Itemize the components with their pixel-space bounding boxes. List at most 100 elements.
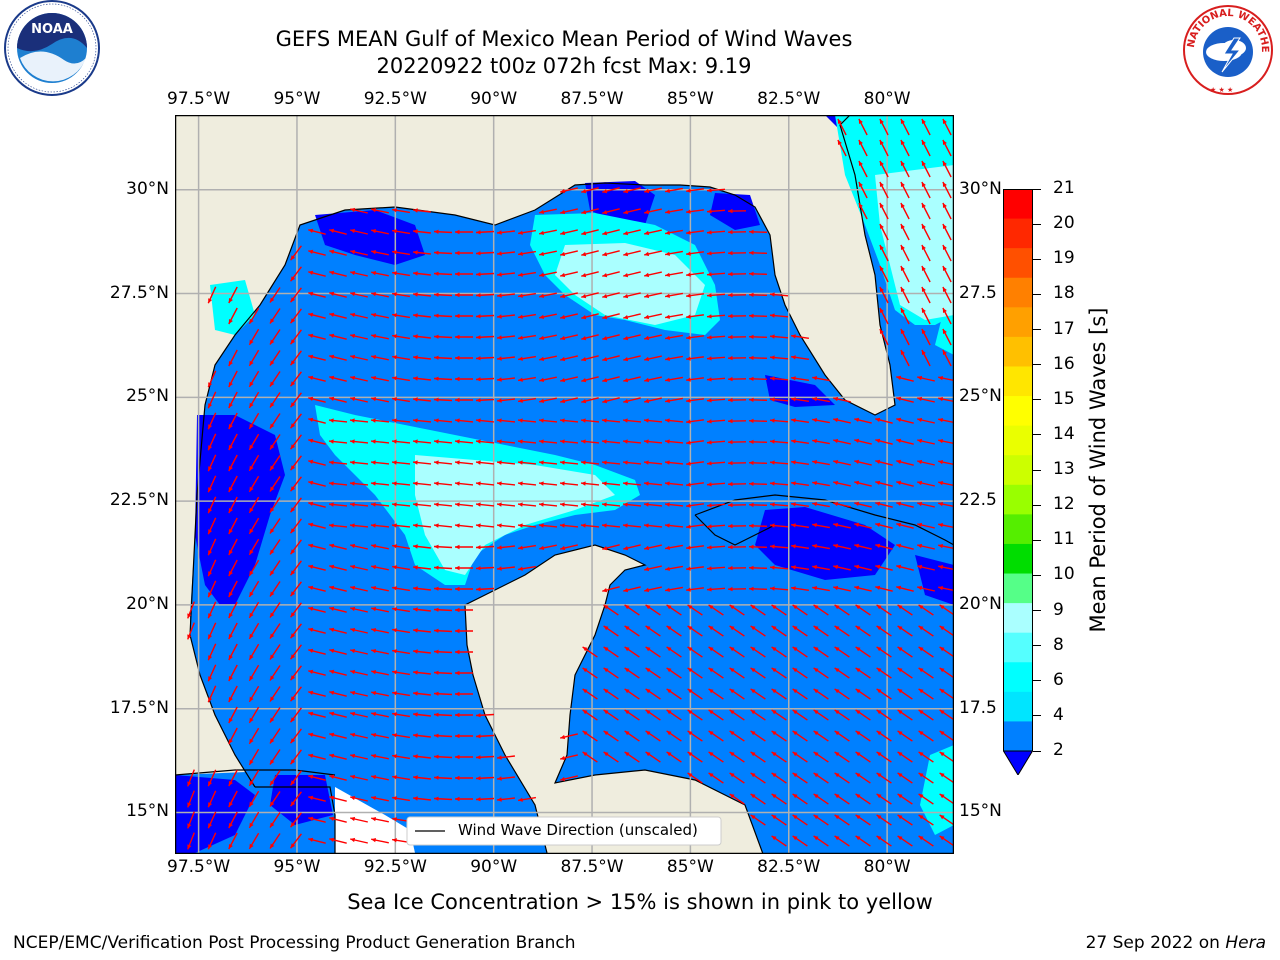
wave-arrow-head [729,625,735,631]
wave-arrow-head [392,712,397,717]
wave-arrow-head [855,814,861,820]
wave-arrow-head [329,606,335,611]
wave-arrow-head [560,314,566,320]
wave-arrow-head [350,228,356,234]
colorbar-tick-label: 10 [1053,564,1075,585]
wave-arrow-head [434,649,439,654]
wave-arrow-head [518,797,523,802]
wave-arrow-head [208,802,213,808]
wave-arrow-head [771,667,777,673]
wave-arrow-head [539,502,544,507]
wave-arrow-head [476,439,481,444]
wave-arrow-head [518,335,523,340]
wave-arrow-head [896,375,902,380]
wave-arrow-head [708,604,714,610]
wave-arrow-head [228,403,233,408]
wave-arrow-head [813,667,819,673]
wave-arrow-head [812,586,817,591]
wave-arrow-head [290,255,296,261]
wave-arrow-head [497,377,502,382]
wave-arrow-head [876,814,882,820]
wave-arrow-head [897,625,903,631]
wave-arrow-head [329,439,334,444]
wave-arrow-head [855,772,861,778]
wave-arrow-head [560,481,565,486]
wave-arrow-head [290,549,296,555]
wave-arrow-head [749,376,754,381]
wave-arrow-head [371,250,376,255]
wave-arrow-head [623,252,629,257]
wave-arrow-head [875,585,881,590]
wave-arrow-head [603,625,609,631]
wave-arrow-head [413,481,418,486]
wave-arrow-head [728,313,733,319]
wave-arrow-head [665,356,670,361]
wave-arrow-head [875,459,881,464]
wave-arrow-head [187,634,192,640]
wave-arrow-head [434,376,439,381]
wave-arrow-head [623,439,628,444]
wave-arrow-head [644,587,650,593]
wave-arrow-head [813,772,819,778]
wave-arrow-head [942,203,947,208]
wave-arrow-head [644,356,650,362]
wave-arrow-head [329,774,335,779]
wave-arrow-head [228,634,233,639]
wave-arrow-head [371,649,376,654]
colorbar-tick-label: 4 [1053,704,1064,725]
wave-arrow-head [581,336,587,341]
wave-arrow-head [749,313,754,318]
wave-arrow-head [876,667,882,673]
wave-arrow-head [270,633,275,639]
wave-arrow-head [476,797,481,802]
wave-arrow-head [434,250,439,255]
wave-arrow-head [833,417,839,423]
wave-arrow-head [582,646,588,652]
wave-arrow-head [707,461,712,466]
lon-label-bottom: 92.5°W [363,857,427,877]
wave-arrow-head [666,751,672,757]
wave-arrow-head [455,691,460,697]
wave-arrow-head [392,754,397,759]
wave-arrow-head [728,481,733,487]
wave-arrow-head [455,460,460,465]
wave-arrow-head [707,503,712,508]
wave-arrow-head [938,481,943,486]
wave-arrow-head [208,676,213,682]
wave-arrow-head [644,314,650,320]
colorbar-under-extension [1003,750,1033,775]
wave-arrow-head [729,688,735,694]
wave-arrow-head [666,646,672,652]
wave-arrow-head [876,646,882,652]
wave-arrow-head [371,376,376,381]
wave-arrow-head [560,418,565,423]
wave-arrow-head [813,814,819,820]
wave-arrow-head [539,230,544,235]
wave-arrow-head [434,565,439,570]
lat-label-right: 15°N [959,801,1002,822]
wave-arrow-head [329,816,335,821]
colorbar-tick-label: 15 [1053,388,1075,409]
wave-arrow-head [897,688,903,694]
wave-arrow-head [413,250,418,255]
wave-arrow-head [560,439,565,444]
wave-arrow-head [665,481,670,486]
wave-arrow-head [939,751,945,757]
wave-arrow-head [308,438,314,443]
lat-label-right: 22.5 [959,490,997,511]
colorbar-tick [1033,223,1041,225]
wave-arrow-head [854,585,860,590]
wave-arrow-head [791,502,796,507]
wave-arrow-head [900,287,905,292]
wave-arrow-head [897,835,903,841]
colorbar-tick-label: 14 [1053,423,1075,444]
wave-arrow-head [665,251,670,256]
wave-arrow-head [728,418,733,424]
wave-arrow-head [350,774,356,780]
wave-arrow-head [413,208,418,213]
wave-arrow-head [707,209,712,214]
wave-arrow-head [792,604,798,610]
wave-arrow-head [329,375,335,380]
wave-arrow-head [858,182,863,187]
colorbar-segment [1003,455,1033,486]
